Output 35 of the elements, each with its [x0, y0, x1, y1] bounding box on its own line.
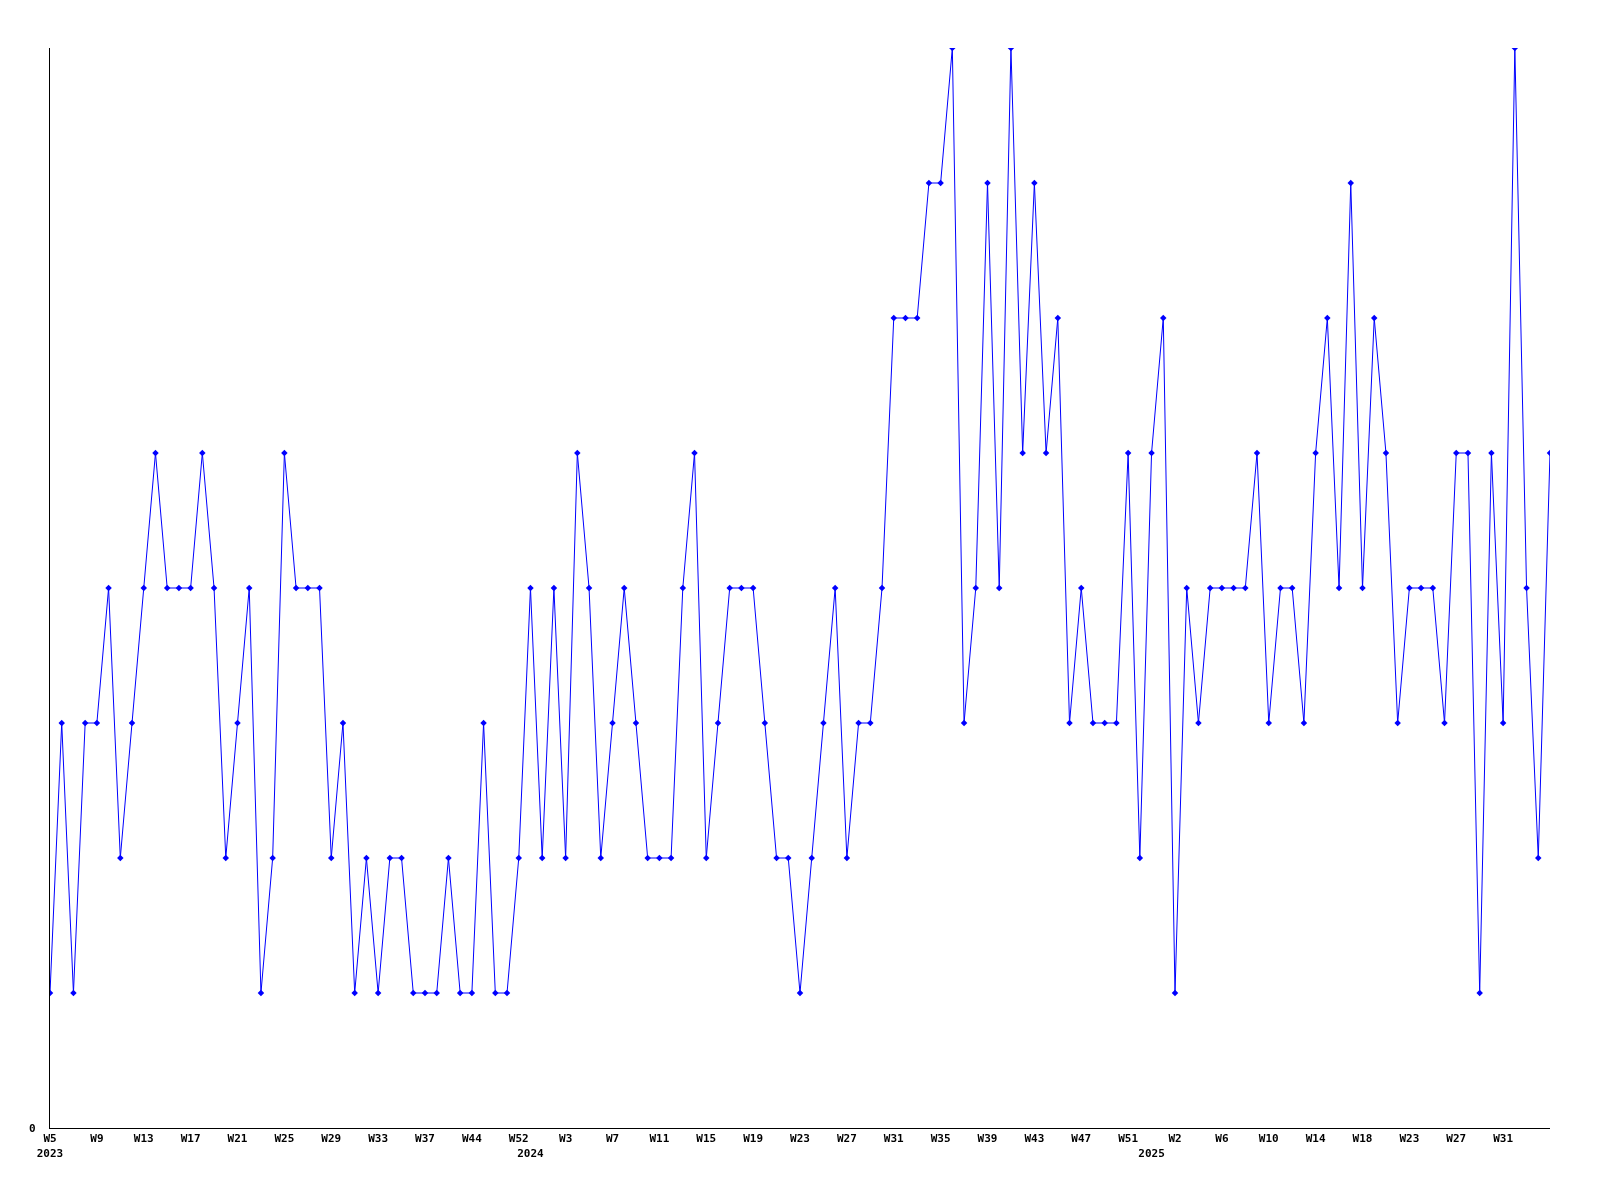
x-tick-label: W27	[1446, 1132, 1467, 1146]
x-tick-label: W52	[508, 1132, 529, 1146]
x-tick-label: W47	[1071, 1132, 1092, 1146]
x-tick-label: W44	[461, 1132, 483, 1146]
x-tick-label: W9	[90, 1132, 104, 1146]
x-tick-label: W23	[1399, 1132, 1420, 1146]
x-tick-label: W37	[415, 1132, 435, 1146]
x-tick-label: W43	[1024, 1132, 1045, 1146]
text: 0	[29, 1122, 36, 1135]
x-tick-label: W13	[133, 1132, 154, 1146]
x-tick-label: W29	[321, 1132, 342, 1146]
x-tick-label: W15	[696, 1132, 717, 1146]
x-tick-label: W7	[605, 1132, 620, 1146]
x-tick-label: W5 2023	[36, 1132, 64, 1160]
x-tick-label: W17	[180, 1132, 201, 1146]
x-tick-label: W10	[1258, 1132, 1279, 1146]
x-tick-label: W51	[1118, 1132, 1139, 1146]
x-tick-label: W33	[368, 1132, 389, 1146]
x-tick-label: W25	[274, 1132, 295, 1146]
x-tick-label: W11	[649, 1132, 670, 1146]
x-tick-label: W3	[559, 1132, 573, 1146]
x-tick-label: W35	[930, 1132, 951, 1146]
x-tick-label: W23	[790, 1132, 810, 1146]
x-tick-label: W18	[1352, 1132, 1373, 1146]
x-tick-label: W31	[883, 1132, 905, 1146]
x-tick-label: W39	[977, 1132, 998, 1146]
x-tick-label: W31	[1493, 1132, 1514, 1146]
x-tick-label: W6	[1215, 1132, 1229, 1146]
x-tick-label: W21	[227, 1132, 248, 1146]
x-tick-label: W27	[836, 1132, 857, 1146]
x-tick-label: W2	[1168, 1132, 1182, 1146]
x-tick-label: 2024	[517, 1146, 545, 1160]
x-tick-label: 2025	[1138, 1146, 1165, 1160]
x-tick-label: W19	[743, 1132, 764, 1146]
x-tick-label: W14	[1305, 1132, 1326, 1146]
